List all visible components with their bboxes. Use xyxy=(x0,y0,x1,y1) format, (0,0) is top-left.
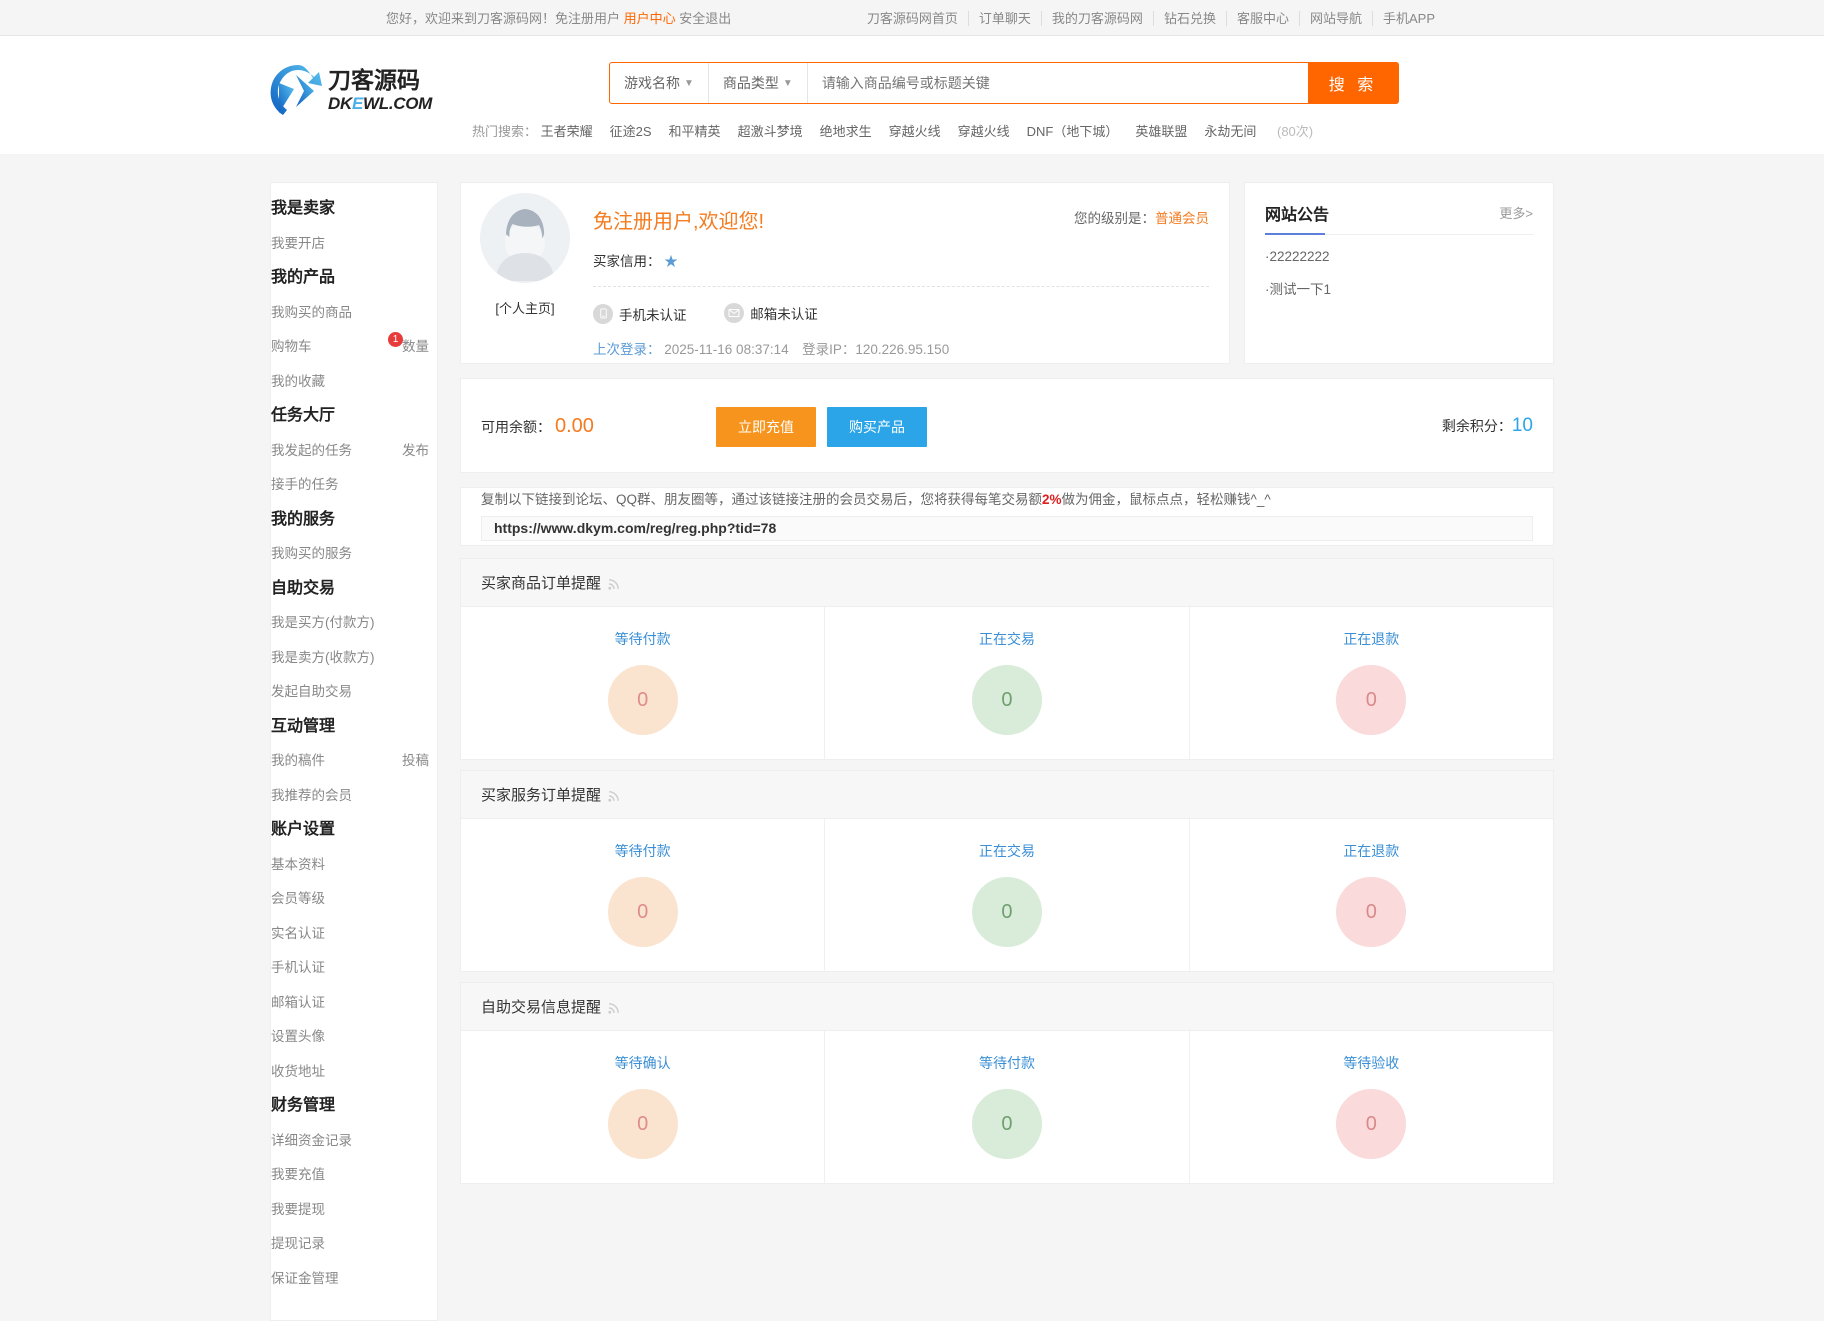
svg-text:刀客源码: 刀客源码 xyxy=(328,67,420,93)
svg-text:DKEWL.COM: DKEWL.COM xyxy=(328,94,433,113)
